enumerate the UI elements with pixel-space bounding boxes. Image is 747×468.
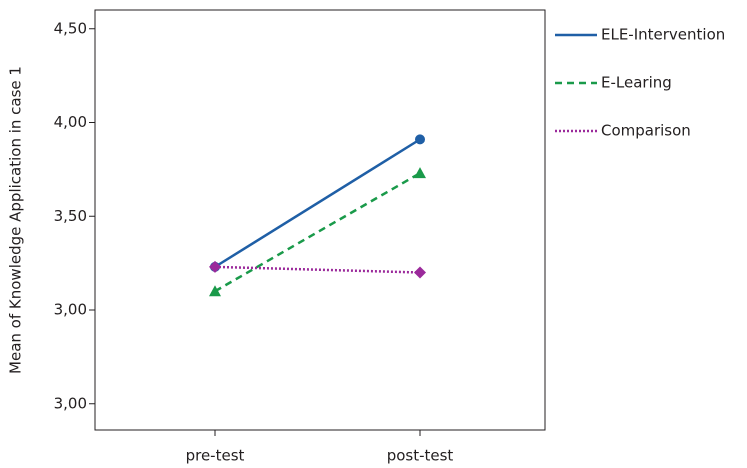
plot-frame (94, 9, 546, 431)
x-tick-label: pre-test (186, 447, 245, 465)
point (415, 134, 425, 145)
series-line (214, 172, 421, 293)
y-tick-label: 3,00 (54, 301, 87, 319)
y-tick-label: 4,00 (54, 113, 87, 131)
y-tick-label: 3,00 (54, 394, 87, 412)
point (414, 167, 426, 179)
point (414, 266, 426, 279)
legend-label: Comparison (601, 122, 691, 140)
series-line (214, 265, 421, 274)
point (209, 285, 221, 297)
x-tick-label: post-test (387, 447, 454, 465)
series-line (214, 138, 421, 268)
point (209, 260, 221, 273)
legend-label: ELE-Intervention (601, 26, 725, 44)
y-tick-label: 3,50 (54, 207, 87, 225)
y-axis-label: Mean of Knowledge Application in case 1 (7, 66, 25, 374)
y-tick-label: 4,50 (54, 19, 87, 37)
legend-label: E-Learing (601, 74, 672, 92)
